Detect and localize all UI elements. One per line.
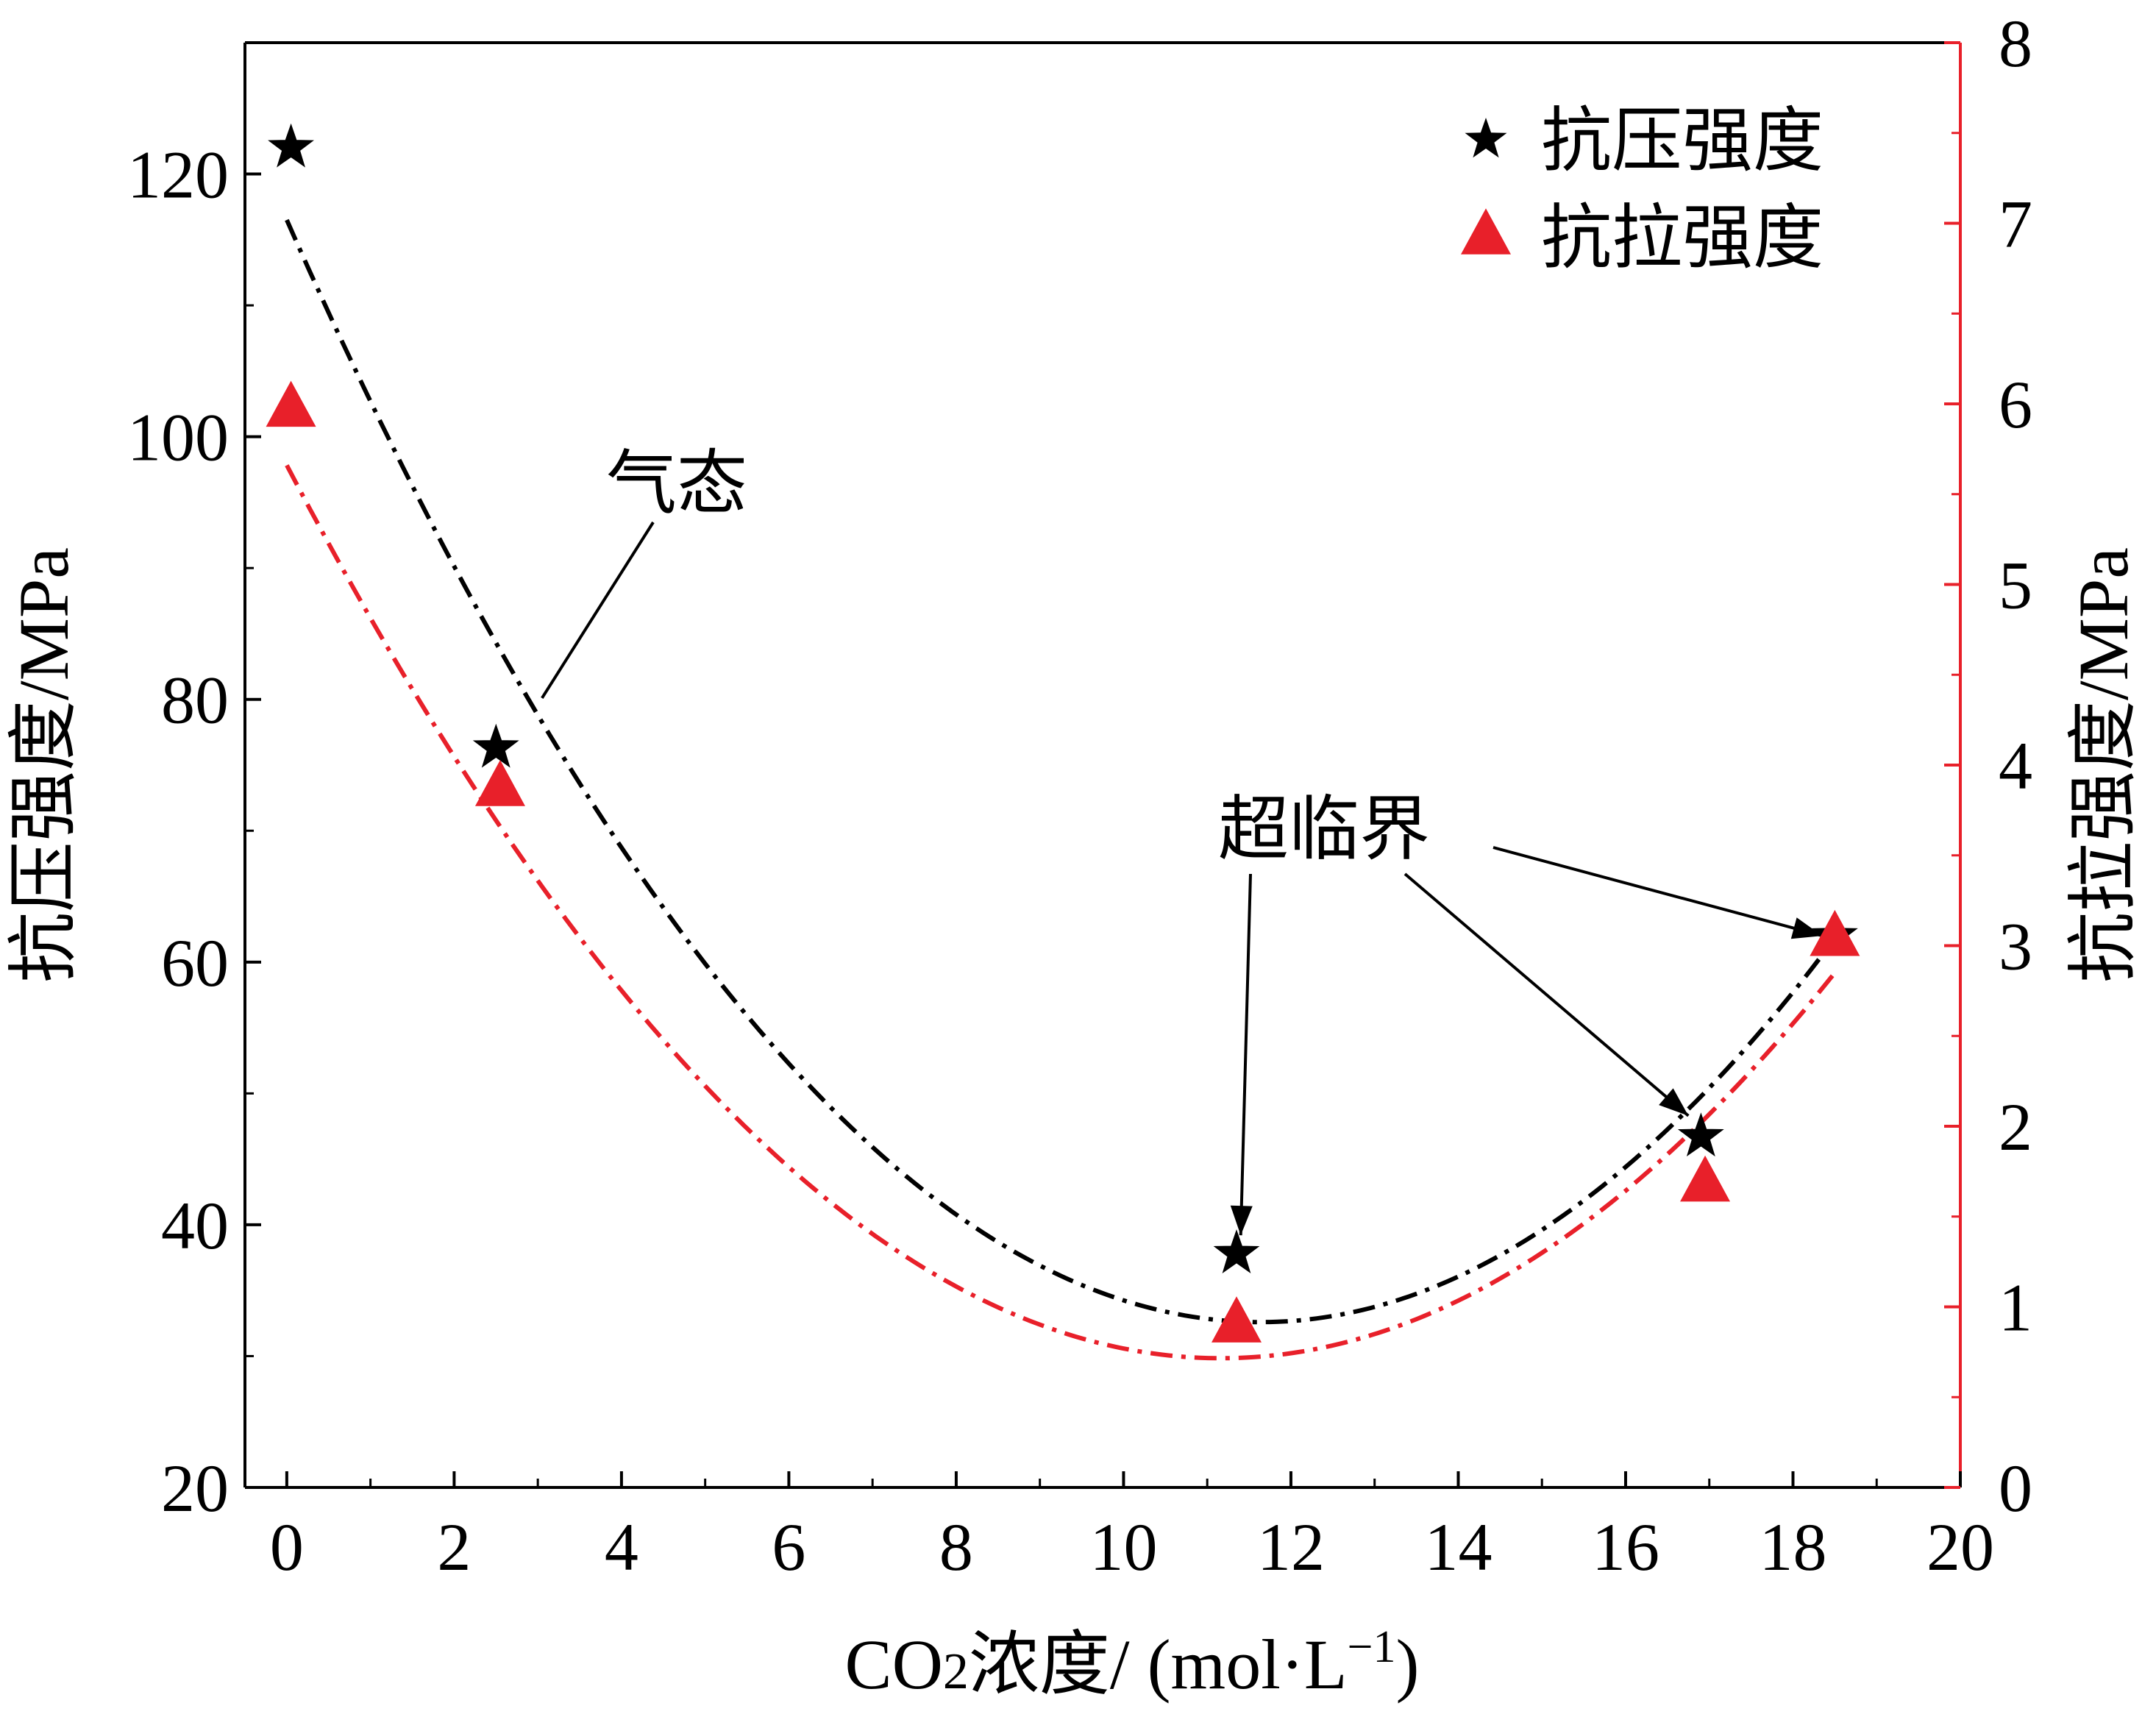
legend-marker-tensile [1461, 208, 1511, 255]
right-y-tick-label: 0 [1999, 1451, 2032, 1526]
x-tick-label: 12 [1257, 1510, 1325, 1585]
right-y-tick-label: 1 [1999, 1270, 2032, 1345]
x-tick-label: 0 [270, 1510, 304, 1585]
left-y-axis-label: 抗压强度/MPa [4, 547, 83, 983]
x-axis-label-superscript: −1 [1348, 1622, 1396, 1672]
left-y-tick-label: 20 [161, 1451, 229, 1526]
x-tick-label: 2 [437, 1510, 471, 1585]
x-tick-label: 18 [1759, 1510, 1826, 1585]
annotation-supercritical-line [1239, 873, 1252, 1236]
compressive-point [268, 123, 314, 168]
tensile-point [474, 760, 525, 806]
legend-marker-compressive [1465, 118, 1507, 158]
fit-curves [285, 218, 1837, 1361]
tensile-point [266, 380, 316, 427]
compressive-point [1213, 1229, 1260, 1273]
legend-label: 抗拉强度 [1541, 199, 1824, 277]
right-y-tick-label: 3 [1999, 909, 2032, 984]
compressive-point [472, 723, 519, 768]
data-markers [266, 123, 1860, 1343]
right-y-tick-label: 6 [1999, 367, 2032, 442]
x-tick-label: 8 [939, 1510, 973, 1585]
annotation-arrowhead [1230, 1205, 1253, 1236]
left-y-tick-label: 60 [161, 925, 229, 1000]
right-y-tick-label: 8 [1999, 6, 2032, 81]
x-tick-label: 10 [1089, 1510, 1157, 1585]
x-axis-label-prefix: CO [845, 1625, 943, 1704]
right-y-axis-label: 抗拉强度/MPa [2064, 547, 2143, 983]
axis-labels: CO2浓度/ (mol·L−1)抗压强度/MPa 抗拉强度/MPa [4, 547, 2143, 1704]
fit-curve-tensile [285, 464, 1837, 1361]
tensile-point [1810, 909, 1860, 956]
annotation-gas-line [541, 521, 655, 700]
x-tick-label: 4 [605, 1510, 638, 1585]
right-y-tick-label: 7 [1999, 187, 2032, 262]
compressive-point [1677, 1112, 1724, 1157]
x-axis-label: CO2浓度/ (mol·L−1) [845, 1622, 1420, 1704]
x-tick-label: 16 [1592, 1510, 1659, 1585]
legend-label: 抗压强度 [1541, 102, 1824, 180]
annotation-supercritical: 超临界 [1218, 790, 1430, 869]
left-y-tick-label: 80 [161, 663, 229, 738]
annotation-lines [541, 521, 1823, 1236]
annotation-supercritical-line [1493, 846, 1823, 938]
annotation-gas: 气态 [606, 444, 747, 523]
annotation-supercritical-line [1403, 872, 1690, 1117]
annotation-arrowhead [1790, 917, 1823, 939]
right-y-tick-label: 2 [1999, 1089, 2032, 1165]
left-y-tick-label: 120 [127, 138, 229, 213]
x-axis-label-subscript: 2 [943, 1643, 969, 1700]
left-y-tick-label: 100 [127, 400, 229, 475]
right-y-tick-label: 5 [1999, 548, 2032, 623]
axes [243, 41, 1962, 1489]
x-axis-label-suffix: ) [1395, 1625, 1419, 1704]
right-y-tick-label: 4 [1999, 728, 2032, 803]
tensile-point [1680, 1155, 1731, 1202]
x-tick-label: 14 [1424, 1510, 1492, 1585]
tensile-point [1212, 1296, 1262, 1343]
fit-curve-compressive [285, 218, 1837, 1325]
annotation-arrowhead [1659, 1088, 1689, 1116]
x-axis-label-middle: 浓度/ (mol·L [969, 1625, 1348, 1704]
x-tick-label: 6 [772, 1510, 805, 1585]
x-tick-label: 20 [1926, 1510, 1994, 1585]
left-y-tick-label: 40 [161, 1188, 229, 1263]
